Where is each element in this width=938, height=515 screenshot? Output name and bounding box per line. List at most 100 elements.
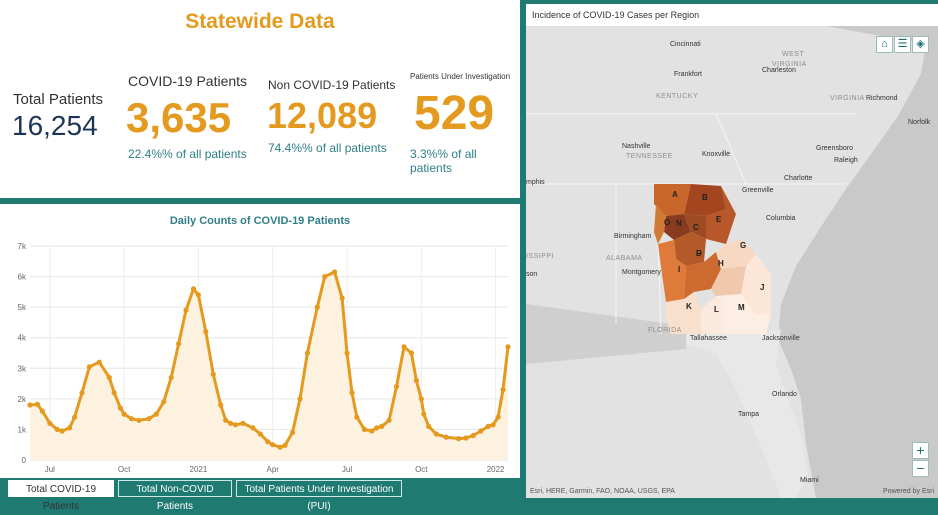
region-j[interactable]: [741, 254, 771, 314]
data-point[interactable]: [485, 423, 491, 429]
region-k[interactable]: [666, 292, 701, 334]
data-point[interactable]: [349, 390, 355, 396]
region-g[interactable]: [716, 239, 756, 269]
data-point[interactable]: [322, 274, 328, 280]
data-point[interactable]: [374, 425, 380, 431]
data-point[interactable]: [121, 411, 127, 417]
tab-total-pui[interactable]: Total Patients Under Investigation (PUI): [236, 480, 402, 512]
data-point[interactable]: [270, 442, 276, 448]
data-point[interactable]: [195, 292, 201, 298]
data-point[interactable]: [408, 350, 414, 356]
data-point[interactable]: [297, 396, 303, 402]
data-point[interactable]: [218, 402, 224, 408]
region-c[interactable]: [684, 214, 706, 239]
data-point[interactable]: [190, 286, 197, 292]
data-point[interactable]: [96, 359, 102, 365]
tab-total-covid[interactable]: Total COVID-19 Patients: [8, 480, 114, 512]
tab-total-non-covid[interactable]: Total Non-COVID Patients: [118, 480, 232, 512]
data-point[interactable]: [490, 422, 496, 428]
data-point[interactable]: [277, 444, 283, 450]
data-point[interactable]: [500, 387, 506, 393]
data-point[interactable]: [128, 416, 135, 422]
data-point[interactable]: [426, 423, 432, 429]
data-point[interactable]: [379, 423, 385, 429]
data-point[interactable]: [314, 304, 320, 310]
pui-label: Patients Under Investigation: [410, 72, 511, 81]
data-point[interactable]: [413, 377, 419, 384]
data-point[interactable]: [210, 371, 216, 377]
data-point[interactable]: [421, 411, 427, 417]
region-e[interactable]: [706, 186, 736, 244]
data-point[interactable]: [168, 374, 174, 381]
data-point[interactable]: [401, 344, 407, 350]
data-point[interactable]: [470, 432, 476, 439]
data-point[interactable]: [463, 435, 469, 441]
data-point[interactable]: [136, 417, 142, 423]
data-point[interactable]: [34, 401, 41, 407]
data-point[interactable]: [369, 428, 375, 434]
data-point[interactable]: [117, 405, 123, 411]
data-point[interactable]: [332, 269, 338, 275]
region-b[interactable]: [684, 184, 726, 216]
data-point[interactable]: [146, 416, 152, 422]
data-point[interactable]: [72, 414, 78, 420]
region-o[interactable]: [654, 204, 666, 244]
data-point[interactable]: [354, 414, 360, 420]
region-l[interactable]: [701, 296, 724, 334]
data-point[interactable]: [228, 420, 234, 426]
data-point[interactable]: [478, 428, 484, 434]
region-d[interactable]: [674, 232, 706, 266]
powered-by-esri[interactable]: Powered by Esri: [883, 488, 934, 495]
data-point[interactable]: [240, 420, 246, 426]
data-point[interactable]: [59, 428, 65, 434]
region-h[interactable]: [711, 266, 746, 296]
data-point[interactable]: [495, 414, 501, 420]
data-point[interactable]: [289, 429, 296, 436]
home-icon[interactable]: ⌂: [876, 36, 893, 53]
data-point[interactable]: [433, 431, 439, 437]
zoom-in-button[interactable]: +: [912, 442, 929, 459]
data-point[interactable]: [257, 431, 263, 437]
data-point[interactable]: [344, 350, 350, 356]
data-point[interactable]: [386, 417, 392, 423]
y-tick-label: 4k: [18, 334, 27, 343]
data-point[interactable]: [39, 408, 46, 414]
data-point[interactable]: [393, 384, 400, 390]
city-label: Cincinnati: [670, 41, 701, 48]
data-point[interactable]: [443, 434, 449, 440]
region-f[interactable]: [684, 252, 721, 299]
data-point[interactable]: [455, 436, 462, 442]
data-point[interactable]: [339, 295, 345, 301]
data-point[interactable]: [27, 402, 33, 408]
data-point[interactable]: [176, 341, 182, 347]
data-point[interactable]: [161, 399, 167, 405]
data-point[interactable]: [282, 442, 288, 448]
data-point[interactable]: [54, 426, 60, 432]
data-point[interactable]: [233, 422, 239, 428]
region-m[interactable]: [716, 294, 771, 334]
data-point[interactable]: [79, 390, 85, 396]
data-point[interactable]: [106, 374, 112, 381]
data-point[interactable]: [265, 439, 271, 445]
region-map[interactable]: A B C D E F G H I J K L M NO Cincinnati Frankfort Charl…: [526, 4, 938, 498]
layers-icon[interactable]: ◈: [912, 36, 929, 53]
data-point[interactable]: [304, 350, 310, 356]
region-i[interactable]: [658, 240, 686, 302]
data-point[interactable]: [153, 411, 159, 417]
data-point[interactable]: [183, 307, 189, 313]
data-point[interactable]: [203, 329, 209, 335]
data-point[interactable]: [47, 420, 53, 426]
data-point[interactable]: [250, 425, 256, 431]
data-point[interactable]: [361, 426, 367, 432]
data-point[interactable]: [505, 344, 511, 350]
data-point[interactable]: [111, 390, 117, 396]
data-point[interactable]: [86, 364, 92, 370]
data-point[interactable]: [67, 425, 73, 431]
data-point[interactable]: [223, 417, 229, 423]
region-n[interactable]: [664, 214, 691, 240]
zoom-out-button[interactable]: −: [912, 460, 929, 477]
list-icon[interactable]: ☰: [894, 36, 911, 53]
data-point[interactable]: [418, 396, 424, 402]
region-a[interactable]: [654, 184, 691, 216]
